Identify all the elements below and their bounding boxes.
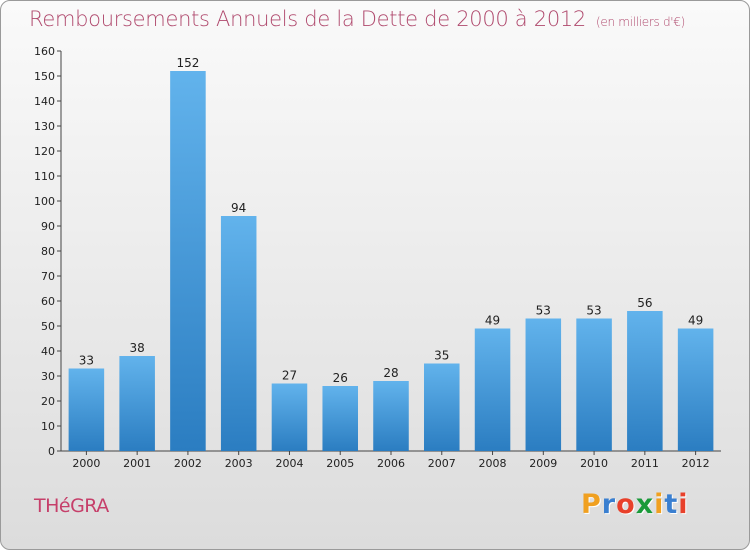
y-tick-label: 140	[34, 95, 55, 108]
chart-unit: (en milliers d'€)	[596, 15, 686, 29]
proxiti-logo[interactable]: Proxiti	[581, 489, 689, 520]
x-tick-label: 2007	[428, 457, 456, 470]
y-tick-label: 110	[34, 170, 55, 183]
value-label: 152	[176, 56, 199, 70]
y-tick-label: 90	[41, 220, 55, 233]
x-tick-label: 2011	[631, 457, 659, 470]
chart-title: Remboursements Annuels de la Dette de 20…	[29, 7, 685, 31]
y-tick-label: 30	[41, 370, 55, 383]
logo-letter: x	[635, 489, 655, 520]
logo-letter: r	[601, 489, 617, 520]
x-tick-label: 2009	[529, 457, 557, 470]
value-label: 53	[586, 304, 601, 318]
y-tick-label: 120	[34, 145, 55, 158]
y-tick-label: 20	[41, 395, 55, 408]
x-tick-label: 2004	[275, 457, 303, 470]
y-tick-label: 130	[34, 120, 55, 133]
logo-letter: i	[678, 489, 689, 520]
value-label: 28	[383, 366, 398, 380]
y-tick-label: 60	[41, 295, 55, 308]
bar-2004	[271, 383, 308, 451]
x-tick-label: 2010	[580, 457, 608, 470]
y-tick-label: 10	[41, 420, 55, 433]
y-tick-label: 40	[41, 345, 55, 358]
x-tick-label: 2006	[377, 457, 405, 470]
town-name: THéGRA	[34, 495, 109, 517]
bar-2002	[170, 71, 206, 451]
x-tick-label: 2003	[225, 457, 253, 470]
value-label: 56	[637, 296, 652, 310]
logo-letter: P	[581, 489, 602, 520]
value-label: 26	[333, 371, 348, 385]
bar-2009	[525, 318, 562, 451]
bar-2003	[220, 216, 257, 451]
bar-2007	[424, 363, 460, 451]
value-label: 94	[231, 201, 246, 215]
bar-2001	[119, 356, 155, 451]
y-tick-label: 70	[41, 270, 55, 283]
y-tick-label: 0	[48, 445, 55, 458]
value-label: 38	[130, 341, 145, 355]
bar-2010	[576, 318, 612, 451]
bar-2005	[322, 386, 358, 451]
bar-2011	[627, 311, 663, 451]
y-tick-label: 50	[41, 320, 55, 333]
x-tick-label: 2002	[174, 457, 202, 470]
bar-2006	[373, 381, 409, 451]
x-tick-label: 2000	[72, 457, 100, 470]
value-label: 35	[434, 349, 449, 363]
value-label: 49	[485, 314, 500, 328]
bar-2012	[677, 328, 714, 451]
value-label: 53	[536, 304, 551, 318]
logo-letter: i	[654, 489, 665, 520]
y-tick-label: 100	[34, 195, 55, 208]
value-label: 33	[79, 354, 94, 368]
y-tick-label: 80	[41, 245, 55, 258]
x-tick-label: 2008	[479, 457, 507, 470]
value-label: 49	[688, 314, 703, 328]
x-tick-label: 2005	[326, 457, 354, 470]
value-label: 27	[282, 369, 297, 383]
logo-letter: t	[664, 489, 679, 520]
x-tick-label: 2001	[123, 457, 151, 470]
bar-2008	[474, 328, 511, 451]
y-tick-label: 150	[34, 70, 55, 83]
y-tick-label: 160	[34, 45, 55, 58]
bar-2000	[68, 368, 105, 451]
chart-title-text: Remboursements Annuels de la Dette de 20…	[29, 7, 586, 31]
logo-letter: o	[616, 489, 636, 520]
x-tick-label: 2012	[682, 457, 710, 470]
